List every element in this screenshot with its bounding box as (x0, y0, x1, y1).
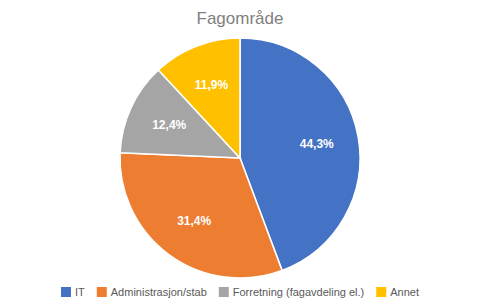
data-label: 12,4% (152, 118, 186, 132)
slice (120, 153, 282, 278)
legend-item: IT (61, 286, 85, 298)
data-label: 11,9% (195, 78, 229, 92)
legend: IT Administrasjon/stab Forretning (fagavde… (61, 286, 419, 298)
legend-swatch (219, 287, 229, 297)
data-labels: 44,3% 31,4% 12,4% 11,9% (152, 78, 334, 228)
pie (120, 38, 360, 278)
legend-swatch (61, 287, 71, 297)
chart: Fagområde IT Administrasjon/stab Forretning… (0, 0, 480, 306)
data-label: 31,4% (177, 214, 211, 228)
data-label: 44,3% (300, 137, 334, 151)
slice (158, 38, 240, 158)
legend-item: Annet (376, 286, 419, 298)
legend-swatch (376, 287, 386, 297)
legend-label: IT (75, 286, 85, 298)
legend-item: Forretning (fagavdeling el.) (219, 286, 364, 298)
legend-label: Administrasjon/stab (111, 286, 207, 298)
title: Fagområde (197, 9, 284, 28)
legend-swatch (97, 287, 107, 297)
legend-label: Forretning (fagavdeling el.) (233, 286, 364, 298)
legend-item: Administrasjon/stab (97, 286, 207, 298)
legend-label: Annet (390, 286, 419, 298)
